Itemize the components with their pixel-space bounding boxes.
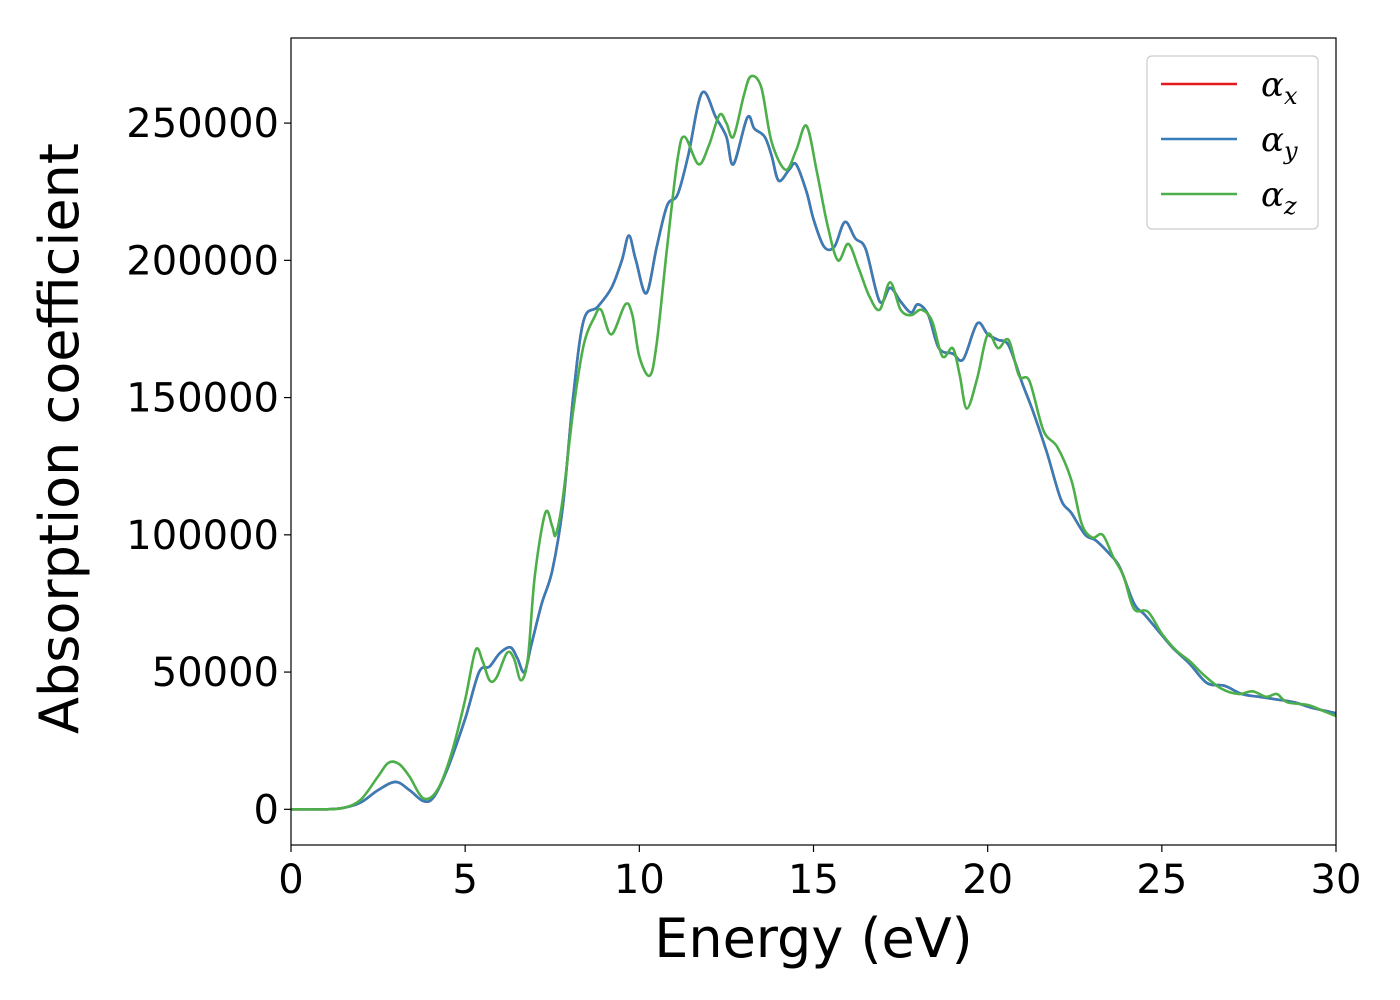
- y-tick-label: 150000: [126, 376, 279, 422]
- x-axis-label: Energy (eV): [654, 907, 973, 970]
- x-tick-label: 0: [278, 857, 303, 903]
- y-tick-label: 200000: [126, 238, 279, 284]
- y-ticks: 0 50000 100000 150000 200000 250000: [126, 101, 291, 833]
- series-line-alpha-y: [291, 90, 1336, 811]
- x-tick-label: 20: [962, 857, 1013, 903]
- y-tick-label: 100000: [126, 513, 279, 559]
- x-tick-label: 10: [614, 857, 665, 903]
- x-tick-label: 15: [788, 857, 839, 903]
- series-layer: [291, 74, 1336, 811]
- legend-box: [1146, 55, 1319, 230]
- x-tick-label: 5: [452, 857, 477, 903]
- y-tick-label: 50000: [152, 650, 279, 696]
- y-tick-label: 0: [254, 787, 279, 833]
- y-tick-label: 250000: [126, 101, 279, 147]
- y-axis-label: Absorption coefficient: [28, 143, 91, 734]
- series-line-alpha-z: [291, 74, 1336, 811]
- x-tick-label: 25: [1136, 857, 1187, 903]
- x-tick-label: 30: [1311, 857, 1362, 903]
- x-ticks: 0 5 10 15 20 25 30: [278, 845, 1361, 903]
